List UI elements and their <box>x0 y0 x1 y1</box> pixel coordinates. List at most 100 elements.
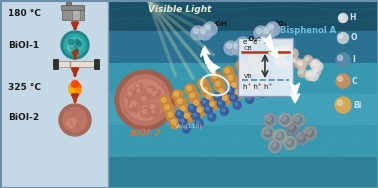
Circle shape <box>187 86 191 90</box>
Circle shape <box>278 58 282 62</box>
Circle shape <box>198 26 212 40</box>
Circle shape <box>255 82 263 90</box>
Circle shape <box>77 122 83 128</box>
Circle shape <box>179 118 187 126</box>
Circle shape <box>161 98 166 102</box>
Circle shape <box>206 95 211 99</box>
Text: ·O₂⁻: ·O₂⁻ <box>246 36 260 42</box>
Circle shape <box>147 88 152 93</box>
Circle shape <box>281 47 290 56</box>
Circle shape <box>257 71 262 75</box>
Text: Visible Light: Visible Light <box>148 5 211 14</box>
Circle shape <box>228 88 231 91</box>
Circle shape <box>174 92 178 96</box>
Circle shape <box>268 24 274 30</box>
Circle shape <box>311 59 320 68</box>
Circle shape <box>297 60 306 69</box>
Circle shape <box>276 58 285 67</box>
Circle shape <box>67 120 73 126</box>
Circle shape <box>222 96 227 100</box>
Text: BiOI-2: BiOI-2 <box>8 114 39 123</box>
Circle shape <box>230 94 238 102</box>
Circle shape <box>280 47 283 51</box>
Text: V₀/₀(110): V₀/₀(110) <box>175 124 203 129</box>
Circle shape <box>291 58 295 62</box>
Circle shape <box>290 57 299 66</box>
Circle shape <box>254 64 258 68</box>
Circle shape <box>315 64 319 67</box>
Circle shape <box>284 47 287 51</box>
Circle shape <box>226 74 237 84</box>
Circle shape <box>135 87 145 97</box>
Circle shape <box>296 131 308 145</box>
Circle shape <box>76 42 82 46</box>
Circle shape <box>215 94 218 97</box>
Circle shape <box>203 22 217 36</box>
Bar <box>0 0 108 188</box>
Circle shape <box>179 104 190 115</box>
Circle shape <box>181 119 184 122</box>
Circle shape <box>142 97 145 100</box>
Circle shape <box>226 87 234 95</box>
Circle shape <box>234 43 239 49</box>
Circle shape <box>266 116 271 121</box>
Circle shape <box>235 103 238 106</box>
Circle shape <box>192 112 200 120</box>
Circle shape <box>299 70 303 74</box>
Text: H: H <box>350 14 356 23</box>
Text: BiOI-1: BiOI-1 <box>8 40 39 49</box>
Circle shape <box>184 114 189 118</box>
Circle shape <box>73 46 77 52</box>
Circle shape <box>129 105 132 108</box>
Circle shape <box>172 90 183 101</box>
Circle shape <box>148 102 160 114</box>
Circle shape <box>309 72 318 81</box>
Circle shape <box>233 101 241 109</box>
Circle shape <box>141 108 151 118</box>
Circle shape <box>194 29 198 33</box>
Circle shape <box>281 116 286 121</box>
Circle shape <box>203 100 206 103</box>
Circle shape <box>290 57 299 66</box>
Circle shape <box>163 103 174 114</box>
Circle shape <box>59 104 91 136</box>
Circle shape <box>288 124 293 129</box>
Circle shape <box>219 89 223 93</box>
Circle shape <box>197 121 200 124</box>
Circle shape <box>155 90 161 96</box>
Circle shape <box>197 108 201 112</box>
Circle shape <box>282 45 291 55</box>
Circle shape <box>128 98 142 112</box>
Circle shape <box>177 112 180 115</box>
Circle shape <box>67 37 83 53</box>
Circle shape <box>231 41 245 55</box>
Circle shape <box>128 104 136 112</box>
Text: e⁻ e⁻ e⁻: e⁻ e⁻ e⁻ <box>243 39 271 45</box>
Circle shape <box>70 45 74 49</box>
Circle shape <box>311 67 321 76</box>
Circle shape <box>283 49 287 52</box>
Bar <box>62 6 84 20</box>
Circle shape <box>268 139 282 152</box>
Circle shape <box>294 116 299 121</box>
Circle shape <box>71 80 79 87</box>
Circle shape <box>339 14 347 23</box>
Circle shape <box>165 105 169 109</box>
Circle shape <box>291 114 305 127</box>
Text: BiOI-2: BiOI-2 <box>130 129 161 138</box>
Circle shape <box>253 76 256 79</box>
Text: O: O <box>350 33 357 42</box>
Circle shape <box>278 45 287 54</box>
Circle shape <box>279 114 291 127</box>
Circle shape <box>240 82 243 85</box>
Circle shape <box>208 100 218 111</box>
Circle shape <box>215 81 220 86</box>
Text: CB: CB <box>244 45 253 51</box>
Circle shape <box>64 34 86 56</box>
Circle shape <box>135 83 143 91</box>
Circle shape <box>268 76 276 84</box>
Circle shape <box>145 86 157 98</box>
Circle shape <box>185 84 196 95</box>
Circle shape <box>203 87 207 92</box>
Circle shape <box>246 82 257 93</box>
